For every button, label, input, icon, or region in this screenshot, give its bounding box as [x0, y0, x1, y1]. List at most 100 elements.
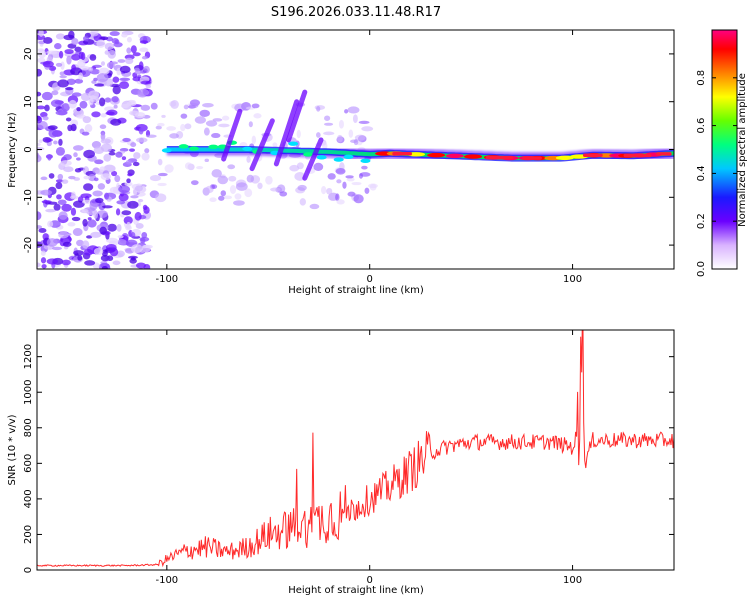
spectrogram-noise-blob [112, 260, 121, 266]
spectrogram-noise-blob [47, 125, 58, 130]
spectrogram-speckle [353, 138, 359, 146]
spectrogram-noise-blob [124, 181, 133, 187]
spectrogram-speckle [309, 203, 320, 210]
spectrogram-noise-blob [83, 175, 91, 180]
spectrogram-speckle [297, 184, 307, 191]
spectrogram-speckle [246, 174, 255, 183]
spectrogram-speckle [233, 200, 245, 206]
spectrogram-noise-blob [37, 34, 46, 40]
ridge-peak [288, 141, 299, 146]
spectrogram-speckle [316, 106, 321, 112]
spectrogram-noise-blob [116, 250, 125, 258]
spectrogram-noise-blob [55, 181, 63, 190]
spectrogram-noise-blob [121, 156, 127, 161]
spectrogram-noise-blob [40, 111, 48, 118]
spectrogram-noise-blob [44, 104, 50, 112]
spectrogram-noise-blob [110, 118, 122, 126]
ridge-peak [333, 157, 344, 162]
spectrogram-noise-blob [113, 42, 123, 48]
spectrogram-noise-blob [130, 232, 136, 238]
spectrogram-noise-blob [57, 79, 69, 88]
spectrogram-noise-blob [100, 113, 107, 118]
spectrogram-speckle [323, 131, 335, 136]
spectrogram-noise-blob [47, 154, 52, 161]
spectrogram-noise-blob [87, 217, 92, 221]
spectrogram-noise-blob [79, 100, 88, 109]
spectrogram-noise-blob [71, 53, 81, 61]
spectrogram-xlabel: Height of straight line (km) [288, 285, 424, 296]
spectrogram-noise-blob [73, 250, 84, 256]
spectrogram-noise-blob [116, 223, 122, 232]
spectrogram-speckle [155, 125, 162, 130]
spectrogram-noise-blob [135, 262, 147, 269]
spectrogram-speckle [227, 164, 236, 170]
spectrogram-noise-blob [83, 149, 95, 159]
spectrogram-noise-blob [78, 72, 84, 80]
spectrogram-speckle [180, 123, 186, 132]
spectrogram-ylabel: Frequency (Hz) [7, 112, 18, 188]
spectrogram-noise-blob [82, 116, 92, 124]
spectrogram-noise-blob [81, 208, 89, 213]
spectrogram-noise-blob [41, 200, 52, 204]
spectrogram-noise-blob [55, 147, 65, 156]
snr-xtick-label: -100 [155, 575, 178, 586]
spectrogram-noise-blob [71, 92, 82, 97]
spectrogram-noise-blob [55, 179, 64, 183]
snr-ylabel: SNR (10 * v/v) [7, 414, 18, 485]
spectrogram-noise-blob [71, 64, 76, 72]
spectrogram-speckle [324, 122, 334, 126]
spectrogram-speckle [223, 195, 233, 200]
spectrogram-noise-blob [38, 227, 47, 233]
spectrogram-noise-blob [115, 151, 123, 158]
spectrogram-noise-blob [77, 255, 83, 261]
spectrogram-noise-blob [99, 226, 107, 235]
spectrogram-noise-blob [109, 31, 120, 37]
spectrogram-noise-blob [137, 199, 144, 203]
spectrogram-noise-blob [61, 259, 71, 266]
spectrogram-noise-blob [37, 115, 43, 124]
spectrogram-noise-blob [46, 50, 58, 55]
spectrogram-speckle [353, 194, 364, 204]
spectrogram-speckle [211, 169, 222, 178]
spectrogram-speckle [257, 182, 263, 190]
spectrogram-noise-blob [72, 228, 83, 237]
spectrogram-noise-blob [37, 211, 42, 221]
spectrogram-xtick-label: 0 [367, 274, 373, 285]
spectrogram-noise-blob [93, 247, 104, 256]
spectrogram-speckle [166, 126, 177, 131]
spectrogram-noise-blob [100, 143, 113, 153]
spectrogram-speckle [336, 134, 343, 143]
spectrogram-noise-blob [68, 99, 77, 109]
spectrogram-speckle [218, 123, 230, 128]
spectrogram-speckle [359, 172, 371, 177]
spectrogram-speckle [157, 122, 165, 127]
spectrogram-noise-blob [125, 159, 132, 165]
spectrogram-noise-blob [130, 195, 139, 199]
spectrogram-noise-blob [121, 33, 128, 38]
spectrogram-speckle [205, 120, 218, 127]
spectrogram-speckle [296, 129, 301, 139]
spectrogram-noise-blob [41, 264, 47, 269]
spectrogram-noise-blob [126, 36, 132, 43]
spectrogram-speckle [299, 198, 306, 206]
spectrogram-noise-blob [58, 50, 64, 59]
ridge-peak [188, 146, 199, 151]
spectrogram-noise-blob [66, 55, 72, 65]
spectrogram-speckle [320, 186, 327, 195]
spectrogram-ytick-label: -10 [23, 189, 34, 205]
spectrogram-noise-blob [135, 124, 148, 132]
spectrogram-noise-blob [84, 124, 93, 133]
spectrogram-speckle [202, 103, 214, 108]
snr-xtick-label: 100 [563, 575, 582, 586]
spectrogram-noise-blob [117, 59, 126, 63]
snr-xlabel: Height of straight line (km) [288, 585, 424, 596]
spectrogram-noise-blob [129, 148, 135, 152]
spectrogram-speckle [344, 109, 349, 114]
spectrogram-speckle [221, 115, 230, 121]
spectrogram-speckle [155, 193, 167, 203]
spectrogram-noise-blob [145, 84, 152, 89]
spectrogram-noise-blob [68, 175, 76, 180]
spectrogram-noise-blob [46, 238, 58, 247]
colorbar-label: Normalized spectral amplitude [737, 73, 748, 227]
spectrogram-speckle [218, 195, 225, 201]
